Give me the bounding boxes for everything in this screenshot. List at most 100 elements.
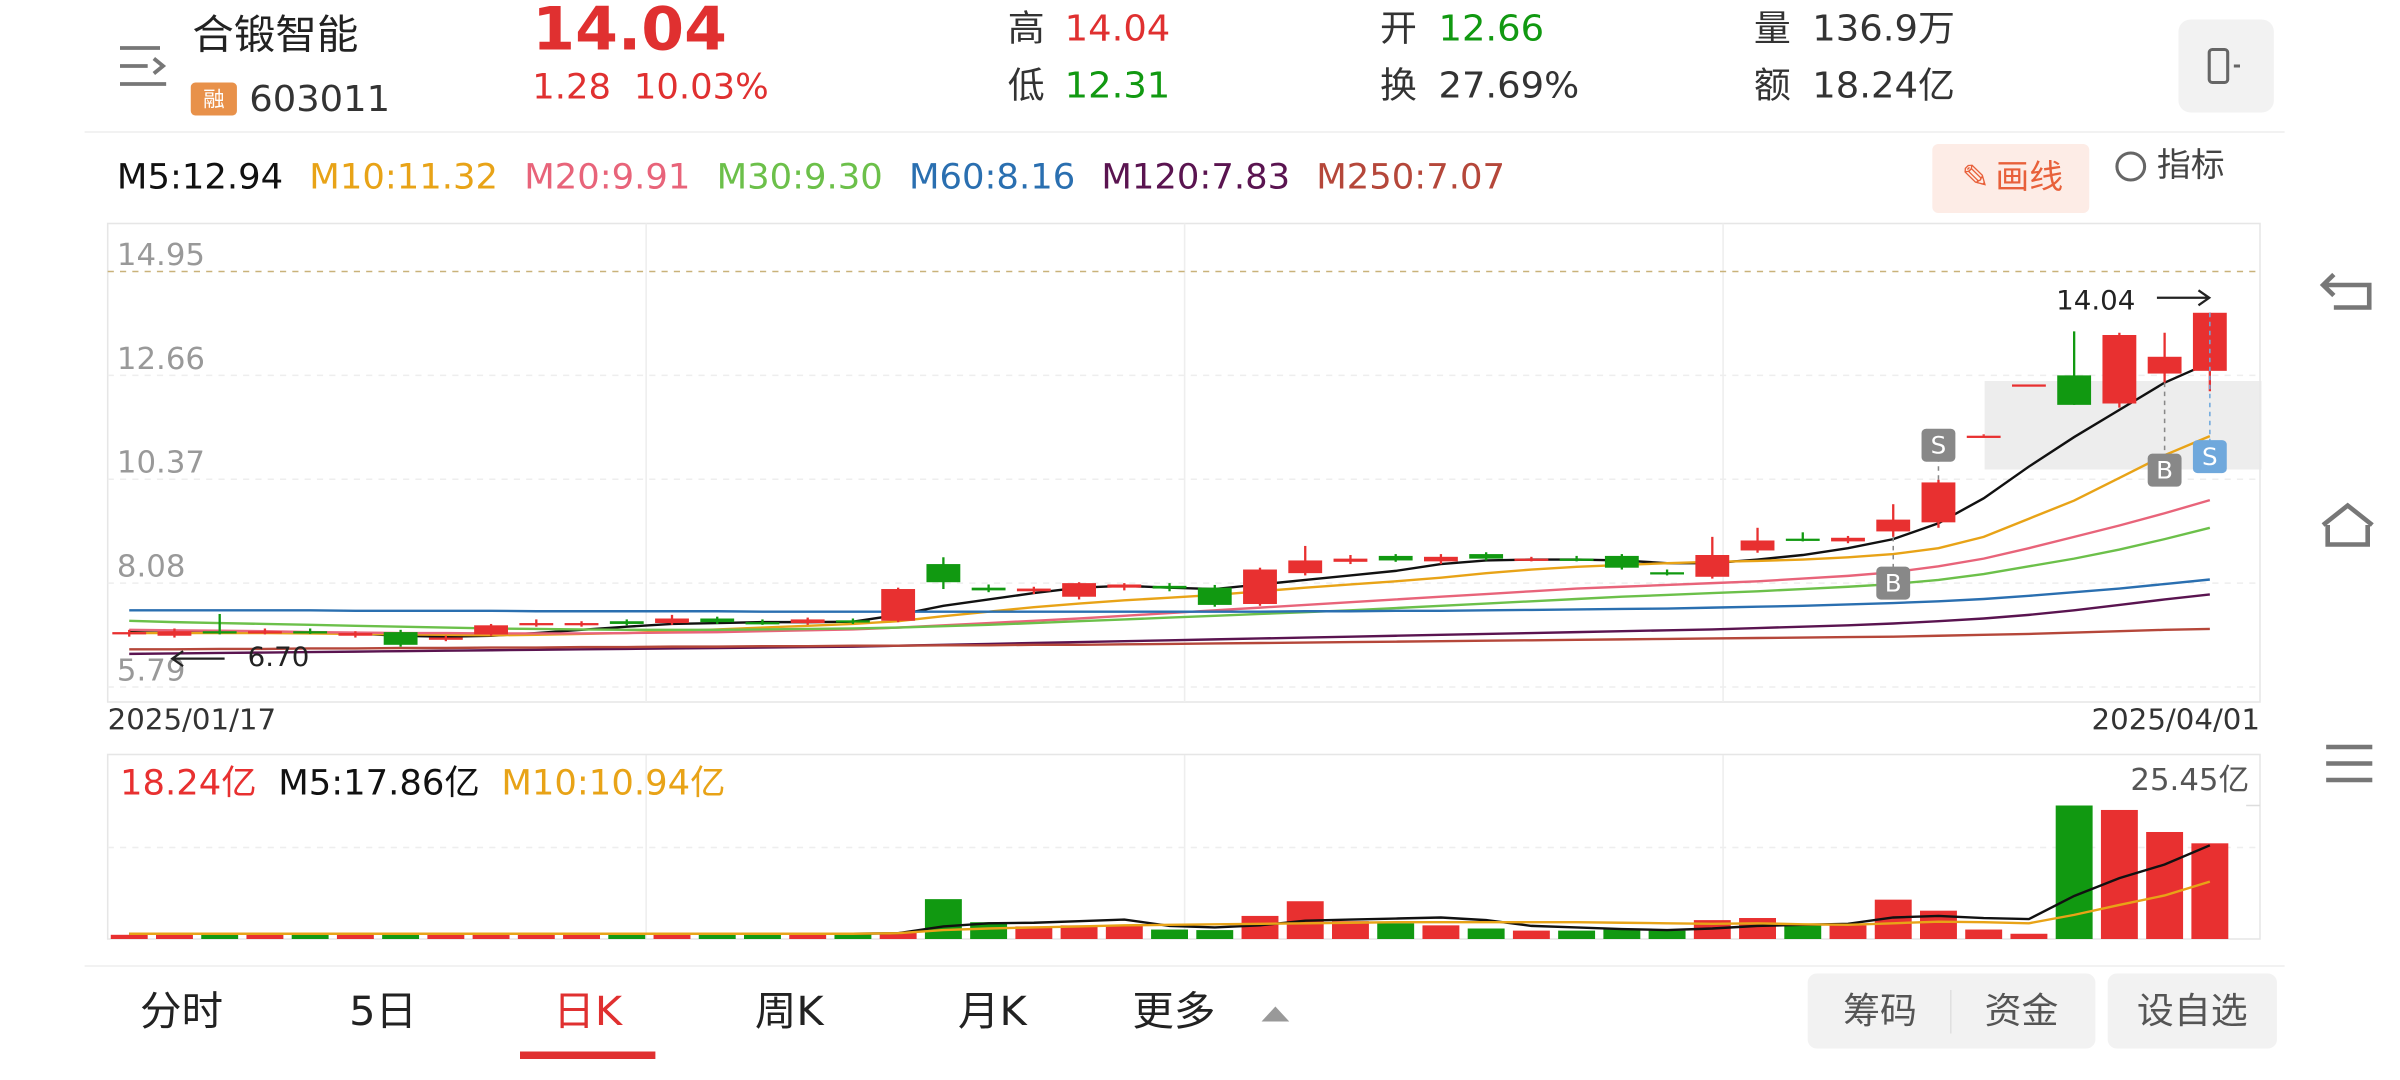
signal-badge xyxy=(2147,453,2182,487)
tab[interactable]: 分时 xyxy=(140,987,223,1034)
draw-button[interactable]: ✎ 画线 xyxy=(1932,144,2090,213)
stat-label: 高 xyxy=(1008,7,1045,49)
date-start: 2025/01/17 xyxy=(108,703,276,737)
signal-label: B xyxy=(1885,569,1902,598)
candle-body xyxy=(293,631,328,634)
volume-bar xyxy=(1015,926,1053,939)
candle-body xyxy=(700,618,735,623)
candle-body xyxy=(1876,519,1911,532)
stat-value: 14.04 xyxy=(1065,7,1171,49)
button[interactable]: 设自选 xyxy=(2137,989,2248,1031)
tag: 融 xyxy=(203,88,225,113)
volume-bar xyxy=(2010,933,2048,939)
tab[interactable]: 5日 xyxy=(349,987,417,1034)
date-end: 2025/04/01 xyxy=(2092,703,2260,737)
candle-body xyxy=(1016,588,1051,592)
candle-body xyxy=(1740,540,1775,551)
volume-bar xyxy=(744,933,781,939)
volume-bar xyxy=(1060,925,1098,939)
volume-tick-label: 25.45亿 xyxy=(2130,763,2249,798)
more-arrow xyxy=(1261,1006,1290,1022)
high-mark: 14.04 xyxy=(2056,286,2135,317)
ma-line xyxy=(129,627,2210,651)
signal-label: B xyxy=(2156,456,2173,485)
landscape-button[interactable] xyxy=(2178,19,2274,113)
candle-body xyxy=(881,589,916,621)
ma-label: M30:9.30 xyxy=(717,158,883,197)
volume-bar xyxy=(1829,925,1867,939)
volume-bar xyxy=(879,932,917,939)
candle-body xyxy=(564,623,599,626)
candle-body xyxy=(474,625,509,635)
button[interactable]: 资金 xyxy=(1985,989,2059,1031)
side-icons[interactable] xyxy=(2319,272,2374,783)
ma-legend: M5:12.94 M10:11.32 M20:9.91 M30:9.30 M60:8.1… xyxy=(117,158,1505,197)
ma-line xyxy=(129,435,2211,637)
tab[interactable]: 日K xyxy=(553,987,623,1034)
volume-bar xyxy=(1558,930,1596,939)
volume-bar xyxy=(970,922,1008,939)
tag-bg xyxy=(190,82,237,116)
candle-body xyxy=(2057,375,2092,405)
volume-bar xyxy=(1603,929,1641,939)
volume-bar xyxy=(2055,805,2093,939)
candle-body xyxy=(1288,560,1323,574)
signal-label: S xyxy=(1931,431,1947,460)
volume-bar xyxy=(1196,930,1234,939)
menu-icon[interactable] xyxy=(120,46,167,86)
volume-bar xyxy=(382,933,420,939)
signal-label: S xyxy=(2202,442,2218,471)
volume-legend: M10:10.94亿 xyxy=(501,764,725,803)
volume-bar xyxy=(1784,925,1822,939)
candle-body xyxy=(338,633,373,636)
button-bg xyxy=(2107,973,2277,1049)
candle-body xyxy=(1062,583,1096,597)
volume-bar xyxy=(517,933,555,939)
tab[interactable]: 周K xyxy=(755,987,825,1034)
volume-bar xyxy=(1739,918,1776,939)
volume-bar xyxy=(1648,930,1686,939)
candle-body xyxy=(1107,584,1142,588)
stat-label: 额 xyxy=(1754,64,1791,106)
candle-body xyxy=(1152,585,1187,589)
low-arrow xyxy=(170,650,225,668)
y-tick-label: 8.08 xyxy=(117,550,185,585)
volume-bar xyxy=(1241,915,1279,939)
stat-value: 12.66 xyxy=(1438,7,1544,49)
ma-label: M5:12.94 xyxy=(117,158,283,197)
candle-body xyxy=(655,618,689,624)
ma-label: M120:7.83 xyxy=(1101,158,1290,197)
candle-body xyxy=(519,623,554,626)
candle-body xyxy=(1650,572,1684,575)
y-tick-label: 14.95 xyxy=(117,238,205,273)
ma-line xyxy=(129,578,2210,613)
volume-bar xyxy=(201,933,239,939)
volume-bar xyxy=(834,933,872,939)
volume-bar xyxy=(291,933,329,939)
change: 1.28 xyxy=(532,68,611,107)
indicator-button[interactable]: 指标 xyxy=(2115,145,2225,184)
ma-label: M10:11.32 xyxy=(309,158,498,197)
candle-body xyxy=(926,564,961,583)
volume-legend: 18.24亿 xyxy=(120,764,257,803)
candle-body xyxy=(1559,558,1594,561)
candle-body xyxy=(112,632,147,635)
high-arrow xyxy=(2156,289,2212,307)
tab[interactable]: 更多 xyxy=(1132,987,1215,1034)
svg-text:✎: ✎ xyxy=(1962,157,1990,196)
volume-legend: M5:17.86亿 xyxy=(278,764,480,803)
candle-body xyxy=(609,621,644,624)
stat-label: 低 xyxy=(1008,64,1045,106)
candle-body xyxy=(1921,482,1956,523)
volume-bar xyxy=(336,934,374,939)
y-tick-label: 12.66 xyxy=(117,342,205,377)
ma-line xyxy=(129,593,2210,656)
tab[interactable]: 月K xyxy=(958,987,1028,1034)
volume-bar xyxy=(246,933,284,939)
candle-body xyxy=(1831,537,1865,542)
button[interactable]: 筹码 xyxy=(1843,989,1917,1031)
candle-body xyxy=(1197,587,1232,605)
stock-code: 603011 xyxy=(249,77,390,119)
